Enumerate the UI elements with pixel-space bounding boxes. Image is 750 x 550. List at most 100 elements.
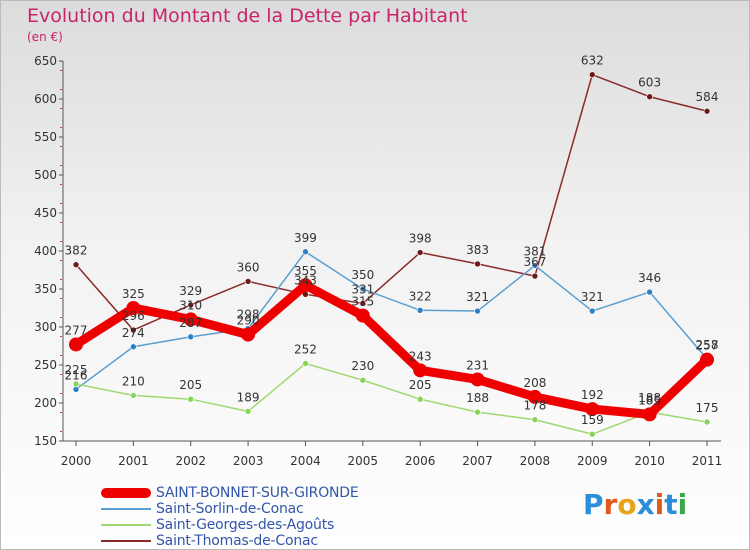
data-point bbox=[359, 300, 367, 307]
x-tick-label: 2007 bbox=[462, 454, 493, 468]
data-point bbox=[359, 285, 367, 293]
data-label: 192 bbox=[581, 388, 604, 402]
data-point bbox=[244, 408, 252, 415]
data-point bbox=[130, 392, 137, 399]
data-point bbox=[531, 262, 539, 269]
data-point bbox=[187, 333, 195, 341]
data-point bbox=[298, 278, 313, 293]
data-point bbox=[703, 418, 711, 426]
data-label: 175 bbox=[696, 401, 719, 415]
logo-letter: x bbox=[636, 488, 655, 521]
data-point bbox=[72, 380, 80, 388]
data-label: 360 bbox=[237, 260, 260, 274]
data-point bbox=[470, 372, 485, 387]
data-label: 350 bbox=[351, 268, 374, 282]
data-point bbox=[359, 376, 367, 384]
chart-title: Evolution du Montant de la Dette par Hab… bbox=[27, 5, 468, 27]
y-tick-label: 500 bbox=[34, 168, 57, 182]
data-point bbox=[416, 306, 424, 314]
data-point bbox=[302, 360, 309, 367]
series-saint-thomas-de-conac bbox=[72, 71, 711, 334]
data-point bbox=[585, 402, 600, 417]
data-point bbox=[69, 337, 83, 352]
y-tick-label: 200 bbox=[34, 396, 57, 410]
legend-label: Saint-Sorlin-de-Conac bbox=[156, 501, 304, 517]
legend: SAINT-BONNET-SUR-GIRONDE Saint-Sorlin-de-… bbox=[101, 485, 359, 549]
data-point bbox=[642, 407, 657, 422]
data-label: 298 bbox=[237, 308, 260, 322]
data-label: 584 bbox=[696, 90, 719, 104]
data-point bbox=[474, 260, 481, 268]
data-label: 277 bbox=[65, 323, 88, 337]
data-label: 331 bbox=[351, 282, 374, 296]
data-label: 189 bbox=[237, 390, 260, 404]
data-label: 274 bbox=[122, 326, 145, 340]
legend-swatch bbox=[101, 540, 151, 542]
data-point bbox=[187, 395, 195, 403]
y-tick-label: 400 bbox=[34, 244, 57, 258]
series-saint-bonnet-sur-gironde bbox=[69, 278, 714, 422]
data-label: 225 bbox=[65, 363, 88, 377]
data-point bbox=[527, 389, 542, 404]
data-label: 382 bbox=[65, 244, 88, 258]
data-label: 188 bbox=[638, 391, 661, 405]
y-tick-label: 550 bbox=[34, 130, 57, 144]
legend-label: SAINT-BONNET-SUR-GIRONDE bbox=[156, 485, 359, 501]
data-label: 185 bbox=[638, 393, 661, 407]
data-point bbox=[355, 308, 370, 323]
y-tick-label: 250 bbox=[34, 358, 57, 372]
data-point bbox=[700, 352, 714, 367]
data-point bbox=[703, 107, 711, 115]
series-line bbox=[75, 362, 708, 435]
x-tick-label: 2003 bbox=[233, 454, 264, 468]
logo-letter: t bbox=[664, 488, 678, 521]
data-point bbox=[72, 261, 80, 268]
legend-label: Saint-Thomas-de-Conac bbox=[156, 533, 318, 549]
data-label: 381 bbox=[523, 244, 546, 258]
data-point bbox=[187, 301, 195, 309]
data-point bbox=[474, 408, 481, 416]
data-point bbox=[646, 288, 653, 296]
x-tick-label: 2011 bbox=[692, 454, 723, 468]
series-saint-georges-des-ago-ts bbox=[72, 360, 711, 438]
x-tick-label: 2010 bbox=[634, 454, 665, 468]
logo-letter: P bbox=[583, 488, 604, 521]
data-point bbox=[126, 301, 141, 315]
data-label: 258 bbox=[696, 338, 719, 352]
data-label: 398 bbox=[409, 232, 432, 246]
data-label: 178 bbox=[523, 399, 546, 413]
logo-letter: i bbox=[677, 488, 688, 521]
data-label: 632 bbox=[581, 54, 604, 68]
data-point bbox=[588, 71, 596, 78]
data-label: 188 bbox=[466, 391, 489, 405]
legend-item: SAINT-BONNET-SUR-GIRONDE bbox=[101, 485, 359, 501]
data-label: 243 bbox=[409, 349, 432, 363]
data-label: 383 bbox=[466, 243, 489, 257]
data-label: 310 bbox=[179, 298, 202, 312]
legend-item: Saint-Sorlin-de-Conac bbox=[101, 501, 359, 517]
x-tick-label: 2008 bbox=[520, 454, 551, 468]
legend-swatch bbox=[101, 508, 151, 510]
x-tick-label: 2004 bbox=[290, 454, 321, 468]
x-tick-label: 2000 bbox=[61, 454, 92, 468]
data-point bbox=[244, 278, 252, 285]
series-saint-sorlin-de-conac bbox=[72, 248, 711, 393]
legend-swatch bbox=[101, 488, 151, 498]
data-point bbox=[130, 326, 137, 334]
data-point bbox=[588, 307, 596, 315]
x-tick-label: 2009 bbox=[577, 454, 608, 468]
legend-item: Saint-Thomas-de-Conac bbox=[101, 533, 359, 549]
data-point bbox=[531, 272, 539, 280]
data-label: 355 bbox=[294, 264, 317, 278]
x-tick-label: 2002 bbox=[175, 454, 206, 468]
data-point bbox=[183, 312, 198, 327]
data-label: 367 bbox=[523, 255, 546, 269]
data-label: 205 bbox=[179, 378, 202, 392]
data-point bbox=[474, 307, 481, 315]
data-label: 322 bbox=[409, 289, 432, 303]
y-tick-label: 600 bbox=[34, 92, 57, 106]
data-label: 252 bbox=[294, 342, 317, 356]
y-tick-label: 450 bbox=[34, 206, 57, 220]
